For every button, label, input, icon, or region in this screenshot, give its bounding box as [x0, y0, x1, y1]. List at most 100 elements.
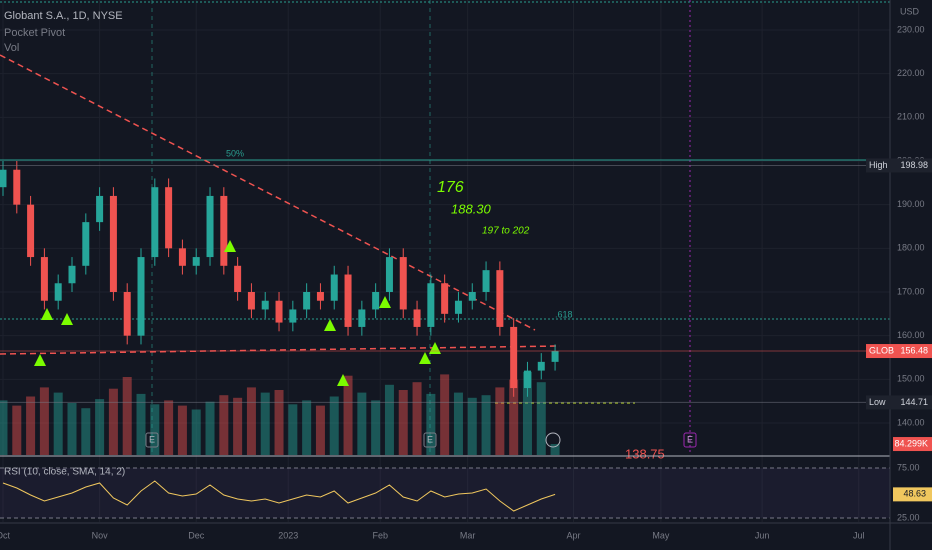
support-line — [0, 345, 561, 355]
candle-body — [68, 265, 76, 284]
pivot — [61, 313, 73, 325]
level-tag — [866, 395, 932, 410]
y-tick-label: 170.00 — [897, 286, 925, 296]
indicator-label: Vol — [4, 42, 19, 54]
fib-label: .618 — [555, 309, 573, 319]
target-label: 188.30 — [451, 201, 492, 216]
earnings-label: E — [687, 434, 693, 444]
candle-body — [482, 270, 490, 292]
rsi-tick-label: 75.00 — [897, 462, 920, 472]
pivot — [337, 374, 349, 386]
volume-tag-label: 84.299K — [894, 438, 928, 448]
volume-bar — [522, 371, 532, 455]
candle-body — [192, 257, 200, 266]
candle-body — [165, 187, 173, 249]
volume-bar — [412, 382, 422, 455]
rsi-title: RSI (10, close, SMA, 14, 2) — [4, 467, 125, 478]
rsi-band — [0, 468, 890, 518]
volume-bar — [426, 393, 436, 455]
volume-bar — [67, 403, 77, 455]
volume-bar — [191, 409, 201, 455]
volume-bar — [108, 388, 118, 455]
volume-bar — [288, 404, 298, 455]
candle-body — [96, 195, 104, 223]
candle-body — [13, 169, 21, 205]
volume-bar — [315, 405, 325, 455]
earnings-box — [423, 432, 437, 448]
x-tick-label: Jul — [853, 530, 865, 540]
rsi-tick-label: 25.00 — [897, 512, 920, 522]
volume-bar — [39, 387, 49, 455]
candle-body — [330, 274, 338, 301]
y-tick-label: 190.00 — [897, 199, 925, 209]
volume-bar — [205, 401, 215, 455]
x-tick-label: Oct — [0, 530, 10, 540]
y-tick-label: 230.00 — [897, 24, 925, 34]
volume-bar — [329, 396, 339, 455]
volume-bar — [536, 382, 546, 455]
grid — [0, 0, 890, 522]
volume-bar — [550, 444, 560, 455]
last-price-tag — [866, 344, 932, 359]
level-name: High — [869, 160, 888, 170]
x-tick-label: Nov — [92, 530, 109, 540]
marks — [0, 160, 560, 512]
pivot — [34, 354, 46, 366]
volume-bar — [246, 387, 256, 455]
volume-bar — [274, 390, 284, 455]
x-tick-label: Mar — [460, 530, 476, 540]
candle-body — [510, 326, 518, 389]
candle-body — [109, 195, 117, 292]
candle-body — [537, 361, 545, 371]
candle-body — [468, 291, 476, 301]
volume-bar — [219, 395, 229, 455]
candle-body — [413, 309, 421, 327]
volume-bar — [177, 405, 187, 455]
x-tick-label: Jun — [755, 530, 770, 540]
pivot — [419, 352, 431, 364]
earnings-markers: E E E — [145, 432, 697, 448]
volume-bar — [0, 400, 8, 455]
candle-body — [27, 204, 35, 258]
candle-body — [123, 291, 131, 336]
volume-bar — [371, 400, 381, 455]
volume-bar — [12, 405, 22, 455]
volume-tag — [893, 437, 932, 452]
candle-body — [399, 257, 407, 310]
target-label: 197 to 202 — [482, 226, 530, 237]
volume-bar — [440, 374, 450, 455]
x-tick-label: Feb — [372, 530, 388, 540]
y-tick-label: 160.00 — [897, 330, 925, 340]
dividend-icon — [545, 432, 561, 448]
earnings-box — [683, 432, 697, 448]
last-price-value: 156.48 — [900, 345, 928, 355]
volume-bar — [122, 377, 132, 455]
y-tick-label: 150.00 — [897, 374, 925, 384]
indicator-label: Pocket Pivot — [4, 27, 65, 39]
rsi-line — [2, 480, 556, 512]
candle-body — [441, 283, 449, 314]
pivot — [379, 296, 391, 308]
volume-bar — [233, 397, 243, 455]
volume-bar — [26, 396, 36, 455]
fib-label: 50% — [226, 148, 244, 158]
volume-bar — [53, 392, 63, 455]
volume-bar — [164, 400, 174, 455]
candle-body — [358, 309, 366, 327]
earnings-label: E — [427, 434, 433, 444]
y-tick-label: 220.00 — [897, 68, 925, 78]
volume-bar — [260, 392, 270, 455]
price-note: 138.75 — [625, 446, 665, 461]
volume-bar — [495, 387, 505, 455]
candle-body — [316, 291, 324, 301]
volume-bar — [343, 375, 353, 455]
candle-body — [82, 222, 90, 266]
x-tick-label: May — [652, 530, 670, 540]
pivot — [224, 240, 236, 252]
volume-bar — [81, 408, 91, 455]
volume-bar — [95, 399, 105, 455]
candle-body — [151, 187, 159, 258]
candle-body — [289, 309, 297, 323]
candle-body — [0, 169, 7, 188]
